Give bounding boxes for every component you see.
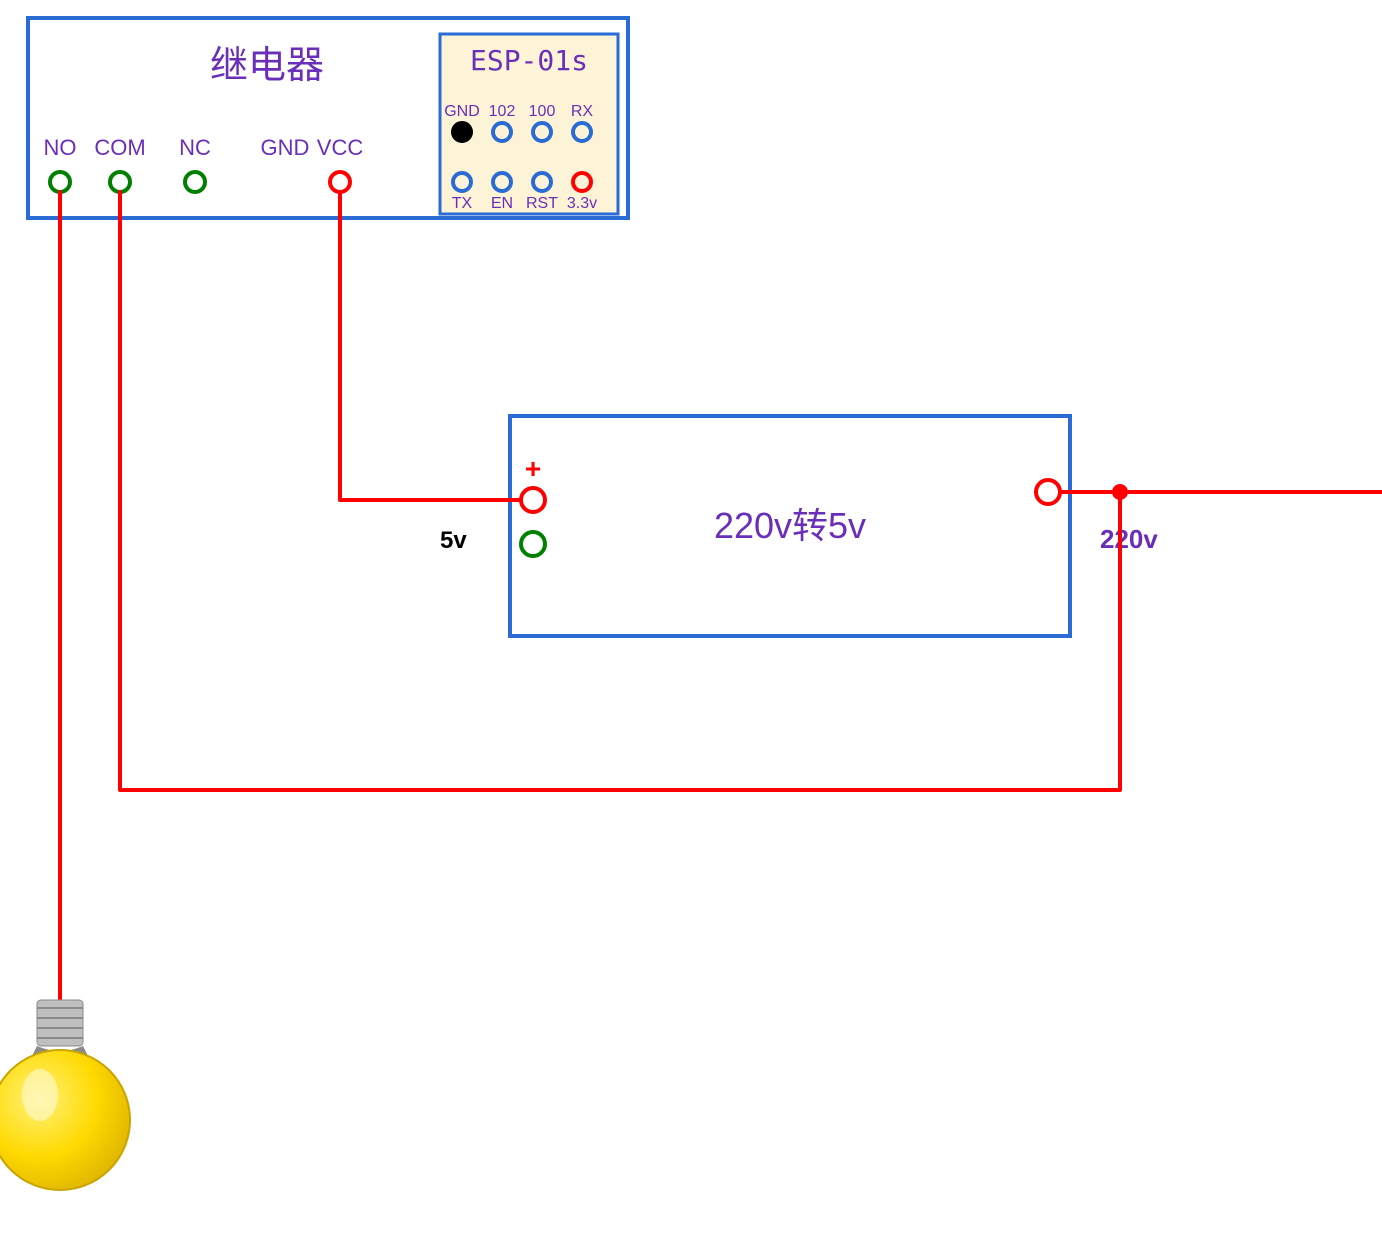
converter-plus-label: + xyxy=(525,453,541,484)
esp-pin-label-102: 102 xyxy=(489,103,516,120)
relay-terminal-label-gnd: GND xyxy=(261,135,310,160)
circuit-diagram: 继电器 NO COM NC GND VCC ESP-01s GND 102 100 RX TX EN RS… xyxy=(0,0,1382,1260)
relay-terminal-label-com: COM xyxy=(94,135,145,160)
esp-title: ESP-01s xyxy=(470,44,588,77)
esp-pin-label-gnd: GND xyxy=(444,103,480,120)
relay-terminal-label-vcc: VCC xyxy=(317,135,364,160)
relay-terminal-label-nc: NC xyxy=(179,135,211,160)
esp-pin-label-100: 100 xyxy=(529,103,556,120)
esp-pin-label-33v: 3.3v xyxy=(567,195,597,212)
esp-pin-label-rst: RST xyxy=(526,195,558,212)
relay-terminal-label-no: NO xyxy=(44,135,77,160)
light-bulb-icon xyxy=(0,1000,130,1190)
esp-pin-label-en: EN xyxy=(491,195,513,212)
relay-title: 继电器 xyxy=(210,45,324,87)
converter-title: 220v转5v xyxy=(714,505,866,546)
esp-pin-label-tx: TX xyxy=(452,195,473,212)
esp-pin-label-rx: RX xyxy=(571,103,594,120)
converter-right-label: 220v xyxy=(1100,524,1158,554)
wire-vcc-to-converter xyxy=(340,192,520,500)
converter-left-label: 5v xyxy=(440,527,467,554)
esp-pin-gnd xyxy=(453,123,471,141)
